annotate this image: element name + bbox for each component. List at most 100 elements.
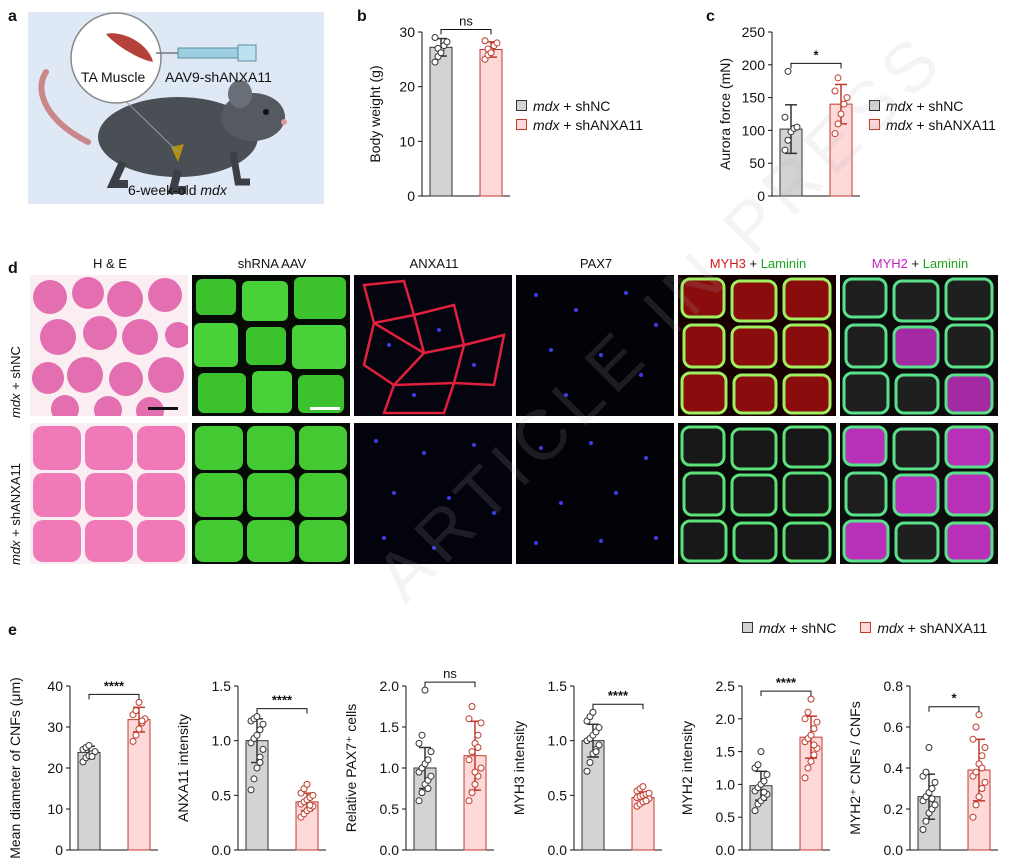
data-point <box>595 724 603 732</box>
pax7-stain <box>534 291 658 397</box>
significance-bracket <box>760 690 812 697</box>
scale-bar <box>310 407 340 410</box>
legend-label-shANXA11: + shANXA11 <box>559 117 643 133</box>
y-tick-label: 1.5 <box>716 744 736 760</box>
legend-item-shNC: mdx + shNC <box>869 98 996 114</box>
y-axis-label: Body weight (g) <box>367 65 383 162</box>
data-point <box>135 698 143 706</box>
row-label-shANXA11: mdx + shANXA11 <box>8 463 23 565</box>
y-tick-label: 30 <box>399 24 415 40</box>
data-point <box>135 725 143 733</box>
row-treatment: + shNC <box>8 346 23 394</box>
data-point <box>437 49 445 57</box>
legend-strain: mdx <box>886 117 913 133</box>
y-tick-label: 0.5 <box>380 801 400 817</box>
legend-item-shANXA11: mdx + shANXA11 <box>516 117 643 133</box>
data-point <box>477 764 485 772</box>
data-point <box>975 711 983 719</box>
data-point <box>642 797 650 805</box>
he-fibers <box>33 426 185 562</box>
column-header-pax7: PAX7 <box>579 256 613 271</box>
row-strain: mdx <box>8 540 23 565</box>
legend-label-shNC: + shNC <box>785 620 837 636</box>
scale-bar <box>148 407 178 410</box>
mouse-illustration: TA Muscle AAV9-shANXA11 6-week-old mdx <box>28 12 324 204</box>
micrograph-he-shNC <box>30 275 188 416</box>
legend-item-shANXA11: mdx + shANXA11 <box>869 117 996 133</box>
row-strain: mdx <box>8 393 23 418</box>
data-point <box>418 789 426 797</box>
data-point <box>481 37 489 45</box>
data-point <box>837 110 845 118</box>
column-header-anxa11: ANXA11 <box>409 256 459 271</box>
gfp-fibers <box>195 426 347 562</box>
y-tick-label: 2.0 <box>380 678 400 694</box>
data-point <box>751 807 759 815</box>
legend-swatch-grey <box>516 100 527 111</box>
data-point <box>253 764 261 772</box>
data-point <box>760 777 768 785</box>
data-point <box>132 731 140 739</box>
data-point <box>474 731 482 739</box>
y-tick-label: 0.5 <box>212 787 232 803</box>
data-point <box>801 715 809 723</box>
panel-letter-a: a <box>8 8 17 25</box>
data-point <box>129 737 137 745</box>
y-tick-label: 0 <box>757 188 765 204</box>
data-point <box>85 741 93 749</box>
data-point <box>465 797 473 805</box>
micrograph-myh3-shNC <box>678 275 836 416</box>
y-tick-label: 50 <box>749 155 765 171</box>
legend-item-shNC: mdx + shNC <box>516 98 643 114</box>
y-tick-label: 20 <box>47 760 63 776</box>
legend-swatch-red <box>516 119 527 130</box>
bar <box>77 751 101 851</box>
data-point <box>793 123 801 131</box>
data-point <box>981 778 989 786</box>
data-point <box>256 759 264 767</box>
data-point <box>468 748 476 756</box>
plus-label: + <box>745 256 761 271</box>
y-axis-label: Mean diameter of CNFs (μm) <box>7 677 23 859</box>
legend-strain: mdx <box>533 98 560 114</box>
y-tick-label: 250 <box>742 24 766 40</box>
data-point <box>471 780 479 788</box>
mouse-hind-leg <box>106 160 128 188</box>
significance-bracket <box>440 28 492 35</box>
muscle-label: TA Muscle <box>81 69 146 85</box>
micrograph-myh2-shANXA11 <box>840 423 998 564</box>
chart-myh2-intensity: 0.0 0.5 1.0 1.5 2.0 2.5 MYH2 intensity **** <box>679 675 830 858</box>
significance-label: * <box>951 691 957 706</box>
y-tick-label: 20 <box>399 79 415 95</box>
y-axis-label: ANXA11 intensity <box>175 714 191 822</box>
data-point <box>831 130 839 138</box>
legend-strain: mdx <box>533 117 560 133</box>
anxa11-stain <box>374 439 496 550</box>
laminin-label: Laminin <box>922 256 969 271</box>
data-point <box>418 731 426 739</box>
significance-label: ns <box>459 13 473 28</box>
chart-myh2-cnf-fraction: 0.0 0.2 0.4 0.6 0.8 MYH2⁺ CNFs / CNFs * <box>847 678 998 858</box>
data-point <box>431 58 439 66</box>
data-point <box>309 791 317 799</box>
data-point <box>247 786 255 794</box>
micrograph-shrna-aav-shNC <box>192 275 350 416</box>
significance-label: **** <box>776 675 797 690</box>
anxa11-stain <box>362 279 506 415</box>
data-point <box>88 753 96 761</box>
micrograph-shrna-aav-shANXA11 <box>192 423 350 564</box>
data-point <box>760 788 768 796</box>
legend-b: mdx + shNC mdx + shANXA11 <box>516 98 643 133</box>
data-point <box>978 764 986 772</box>
bar <box>479 48 503 197</box>
data-point <box>250 775 258 783</box>
significance-bracket <box>88 693 140 700</box>
data-point <box>465 715 473 723</box>
chart-pax7-cells: 0.0 0.5 1.0 1.5 2.0 Relative PAX7⁺ cells ns <box>343 666 494 858</box>
micrograph-anxa11-shNC <box>354 275 512 416</box>
gfp-fibers <box>194 277 346 413</box>
data-point <box>922 817 930 825</box>
legend-strain: mdx <box>886 98 913 114</box>
data-point <box>754 761 762 769</box>
y-tick-label: 0.0 <box>212 842 232 858</box>
